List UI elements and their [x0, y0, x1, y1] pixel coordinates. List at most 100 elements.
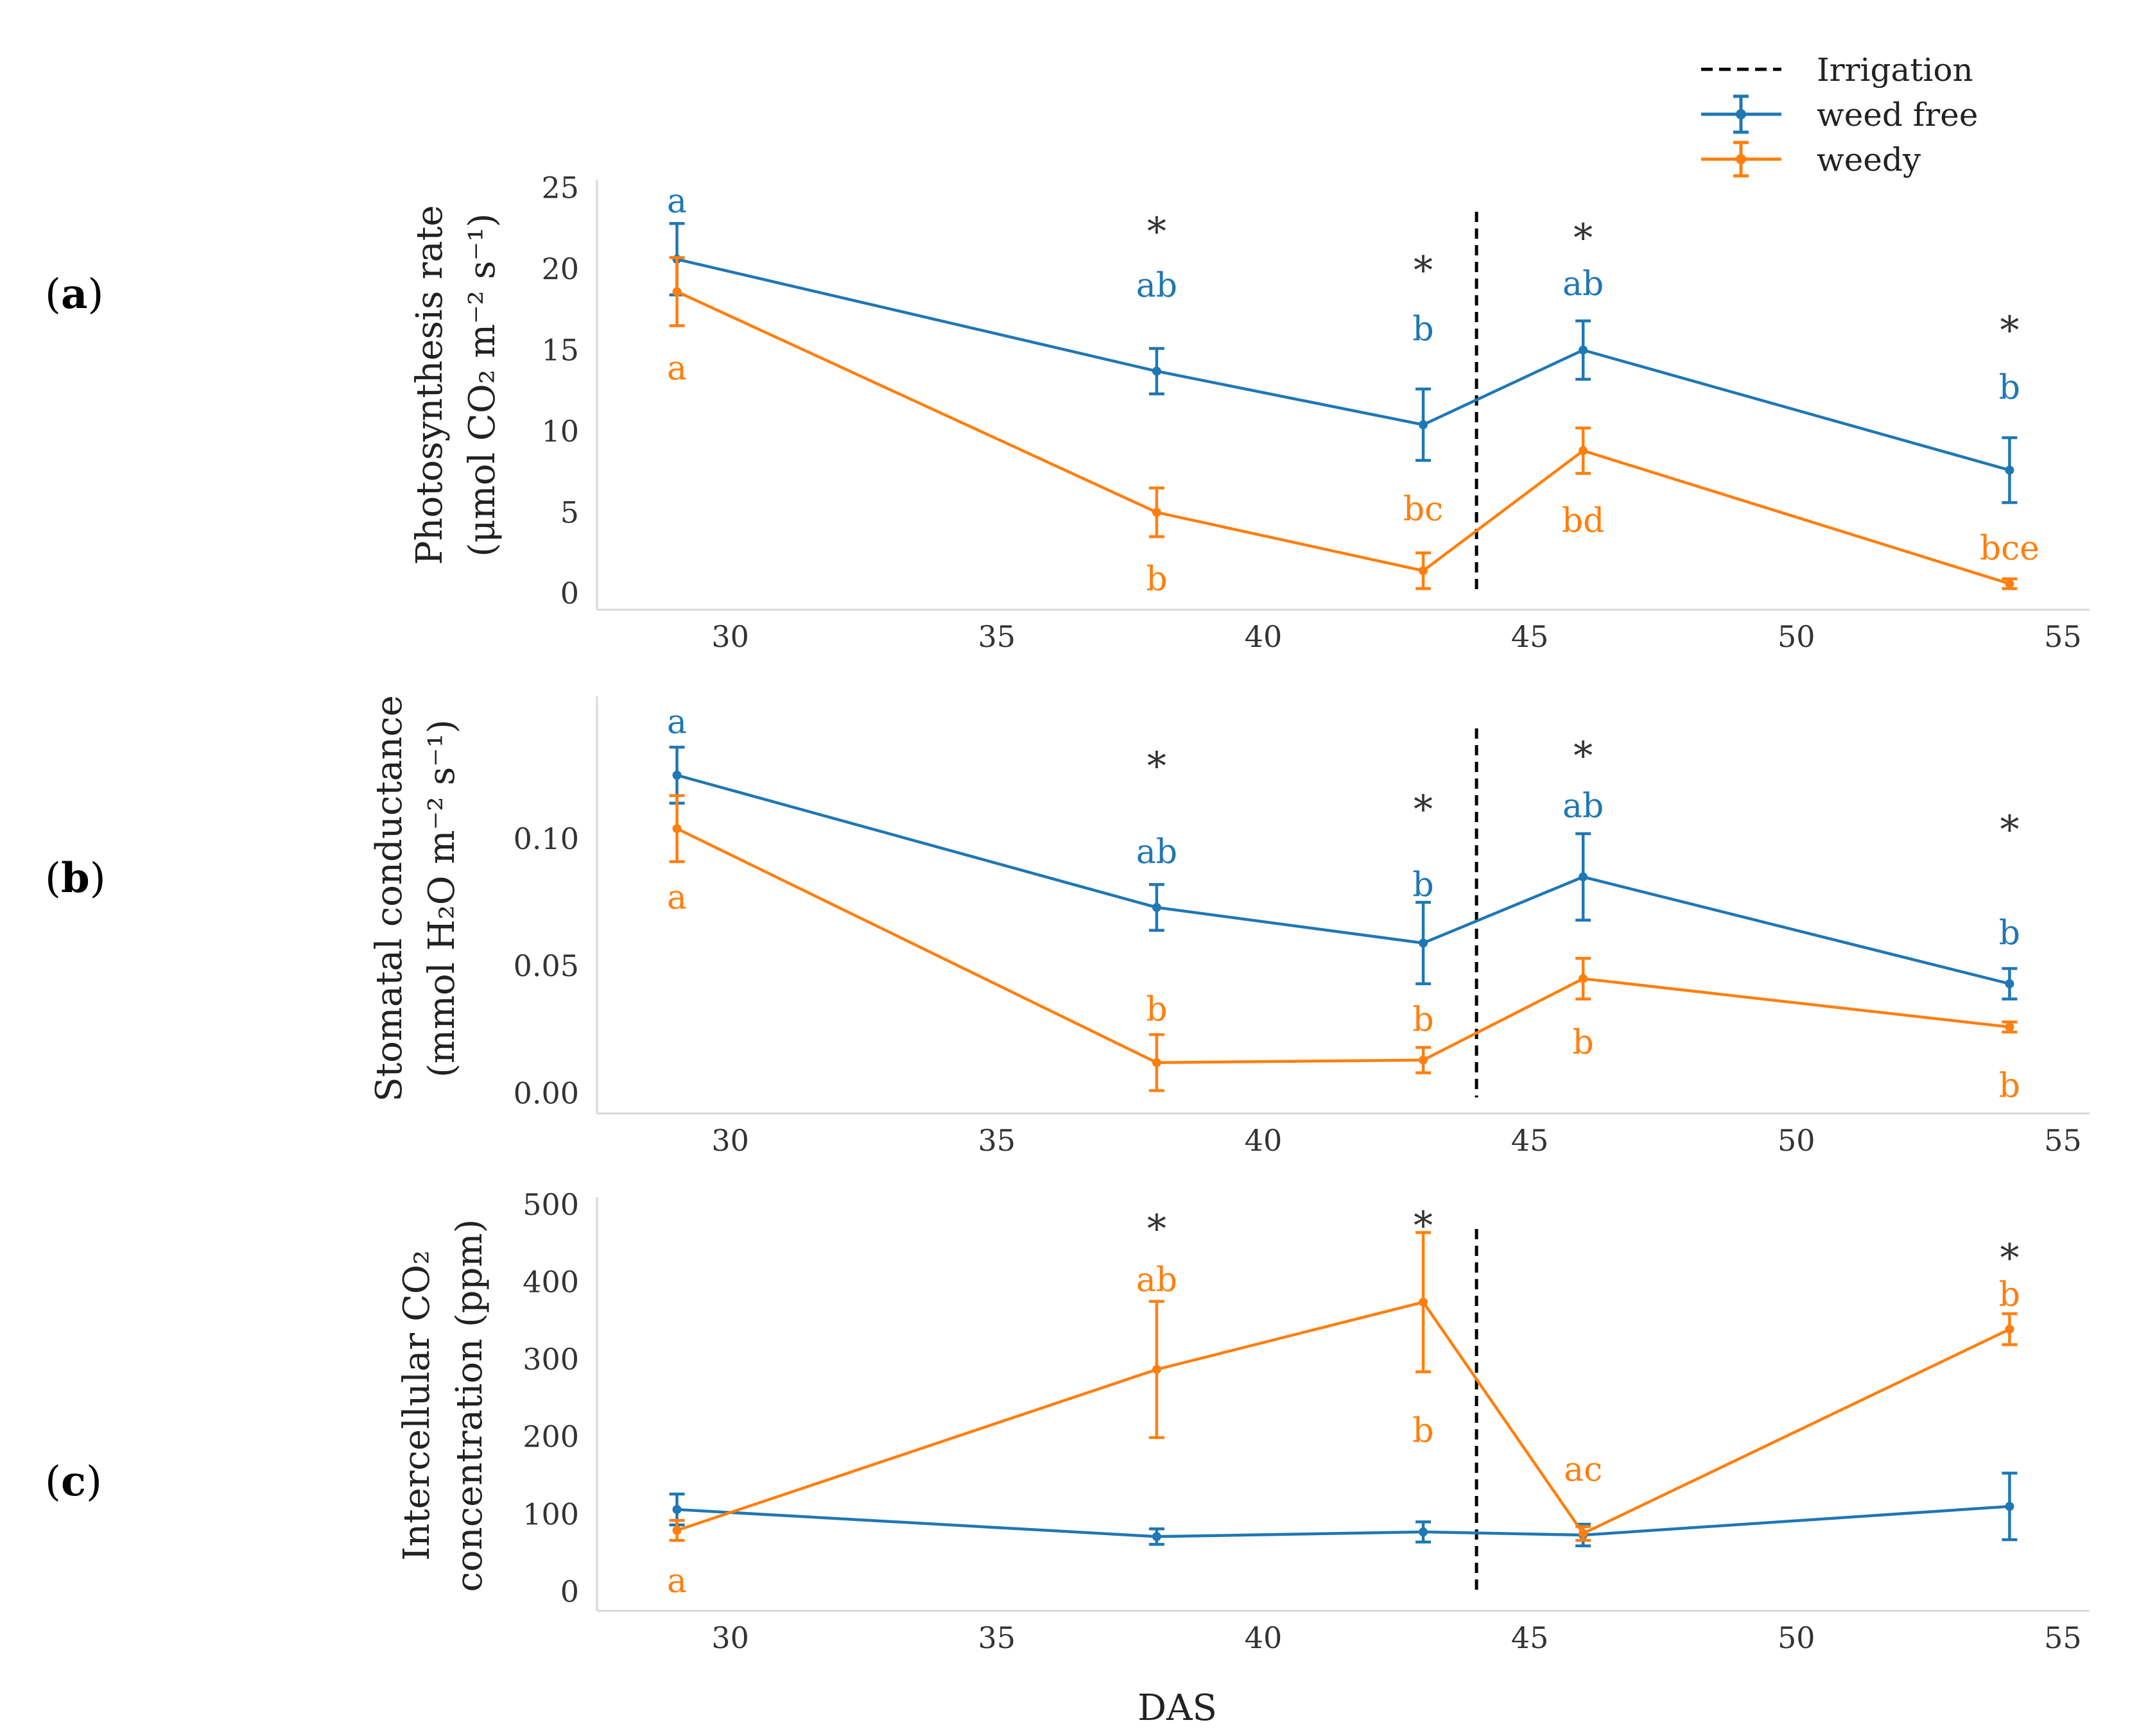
y-axis-title-a-line1: Photosynthesis rate: [409, 205, 451, 565]
x-tick-label: 30: [711, 1123, 749, 1158]
x-tick-label: 35: [978, 1123, 1016, 1158]
data-point-weed-free: [1579, 345, 1588, 355]
legend-weedy-label: weedy: [1817, 141, 1921, 178]
y-tick-label: 0: [560, 1574, 579, 1609]
x-tick-label: 35: [978, 1620, 1016, 1655]
significance-star: *: [1414, 1203, 1433, 1248]
significance-letter: b: [1412, 311, 1433, 349]
significance-star: *: [1147, 744, 1166, 789]
data-point-weedy: [2005, 1022, 2014, 1032]
data-point-weed-free: [1419, 938, 1428, 948]
panel-label-b: (b): [45, 854, 106, 902]
data-point-weed-free: [1579, 872, 1588, 882]
x-tick-label: 40: [1245, 1620, 1283, 1655]
significance-letter: bd: [1562, 502, 1605, 540]
x-tick-label: 45: [1511, 619, 1549, 654]
significance-letter: b: [1999, 915, 2020, 953]
data-point-weedy: [1152, 508, 1161, 517]
y-tick-label: 20: [541, 252, 579, 286]
y-axis-title-a-line2: (μmol CO₂ m⁻² s⁻¹): [462, 213, 503, 556]
significance-star: *: [2000, 1236, 2019, 1281]
significance-letter: ab: [1136, 1261, 1177, 1300]
significance-star: *: [1147, 1207, 1166, 1251]
y-tick-label: 0.05: [514, 949, 579, 983]
significance-star: *: [2000, 807, 2019, 852]
y-tick-label: 5: [560, 495, 579, 529]
data-point-weed-free: [1419, 1527, 1428, 1537]
significance-letter: ab: [1136, 833, 1177, 872]
series-line-weed-free: [676, 773, 2010, 986]
legend-weed-free-label: weed free: [1817, 96, 1978, 133]
x-tick-label: 30: [711, 1620, 749, 1655]
y-tick-label: 10: [541, 414, 579, 449]
plot-area-c: 30 35 40 45 50 55 0 100 200 300 400 500 ab b ac b a * * *: [523, 1187, 2090, 1655]
panel-label-a: (a): [45, 270, 103, 318]
data-point-weedy: [1419, 1055, 1428, 1065]
significance-letter: b: [1999, 1067, 2020, 1105]
significance-letter: a: [667, 1562, 687, 1601]
significance-letter: ab: [1562, 265, 1604, 304]
data-point-weed-free: [2005, 465, 2014, 475]
data-point-weedy: [1152, 1364, 1161, 1374]
x-tick-label: 45: [1511, 1123, 1549, 1158]
x-tick-label: 55: [2044, 1620, 2082, 1655]
significance-letter: a: [667, 349, 687, 388]
data-point-weedy: [1579, 1529, 1588, 1538]
x-tick-label: 50: [1778, 1123, 1815, 1158]
chart-panel-c: (c) Intercellular CO₂ concentration (ppm…: [45, 1187, 2090, 1655]
significance-star: *: [1414, 248, 1433, 293]
y-tick-label: 0.10: [514, 821, 579, 856]
significance-star: *: [1147, 209, 1166, 254]
data-point-weedy: [672, 824, 682, 834]
chart-panel-b: (b) Stomatal conductance (mmol H₂O m⁻² s…: [45, 695, 2090, 1158]
x-tick-label: 50: [1778, 619, 1815, 654]
data-point-weedy: [2005, 579, 2014, 589]
legend-irrigation-label: Irrigation: [1817, 51, 1973, 89]
legend: Irrigation weed free weedy: [1701, 51, 1978, 178]
data-point-weedy: [1152, 1058, 1161, 1067]
series-line-weed-free: [677, 257, 2011, 472]
significance-letter: b: [1573, 1024, 1594, 1062]
significance-letter: ab: [1562, 787, 1604, 825]
data-point-weedy: [2005, 1325, 2014, 1334]
significance-letter: a: [667, 182, 687, 221]
data-point-weed-free: [1152, 1532, 1161, 1542]
significance-letter: a: [667, 703, 687, 742]
significance-star: *: [1573, 734, 1593, 778]
y-tick-label: 200: [523, 1420, 579, 1454]
chart-panel-a: (a) Photosynthesis rate (μmol CO₂ m⁻² s⁻…: [45, 171, 2090, 654]
y-tick-label: 0.00: [514, 1076, 579, 1110]
y-tick-label: 300: [523, 1342, 579, 1377]
significance-letter: a: [667, 879, 687, 917]
legend-weedy-marker: [1701, 141, 1781, 178]
y-tick-label: 15: [541, 332, 579, 367]
x-tick-label: 50: [1778, 1620, 1815, 1655]
x-tick-label: 40: [1245, 619, 1283, 654]
data-point-weed-free: [1152, 902, 1161, 912]
x-tick-label: 45: [1511, 1620, 1549, 1655]
data-point-weed-free: [2005, 1502, 2014, 1511]
panel-label-c: (c): [45, 1457, 102, 1506]
significance-letter: b: [1412, 866, 1433, 904]
data-point-weed-free: [672, 1505, 682, 1515]
y-axis-title-b-line2: (mmol H₂O m⁻² s⁻¹): [421, 719, 463, 1078]
data-point-weed-free: [1152, 366, 1161, 376]
data-point-weedy: [1419, 566, 1428, 576]
series-line-weed-free: [677, 1504, 2010, 1538]
y-axis-title-c-line2: concentration (ppm): [449, 1219, 490, 1592]
series-line-weedy: [676, 827, 2010, 1064]
significance-letter: b: [1412, 1412, 1433, 1450]
y-tick-label: 25: [541, 171, 579, 205]
x-tick-label: 55: [2044, 1123, 2082, 1158]
significance-star: *: [1414, 787, 1433, 832]
significance-letter: b: [1146, 991, 1167, 1029]
significance-star: *: [2000, 308, 2019, 353]
data-point-weedy: [1579, 446, 1588, 456]
significance-letter: ac: [1564, 1450, 1602, 1489]
significance-letter: b: [1999, 369, 2020, 408]
y-axis-title-b-line1: Stomatal conductance: [368, 695, 410, 1102]
x-tick-label: 40: [1245, 1123, 1283, 1158]
significance-letter: b: [1146, 560, 1167, 599]
